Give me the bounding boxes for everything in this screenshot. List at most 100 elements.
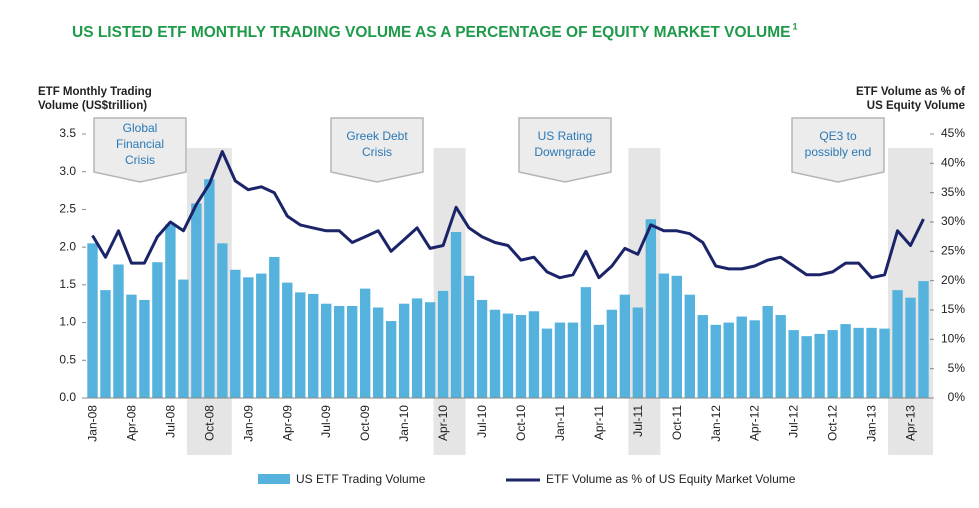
- x-tick-label: Jul-09: [319, 405, 333, 438]
- bar: [853, 327, 864, 398]
- bar: [295, 292, 306, 398]
- bar: [372, 307, 384, 398]
- bar: [892, 290, 903, 398]
- callout-box: [330, 117, 424, 183]
- y-tick-label: 1.5: [59, 277, 76, 291]
- bar: [749, 320, 760, 398]
- bar: [204, 179, 215, 398]
- x-tick-label: Oct-09: [358, 405, 372, 441]
- x-tick-label: Jan-11: [553, 405, 567, 441]
- x-tick-label: Oct-08: [202, 405, 216, 441]
- x-tick-label: Apr-12: [748, 405, 762, 441]
- callout-text: Downgrade: [534, 145, 596, 159]
- bar: [619, 294, 631, 398]
- y-tick-label: 0.5: [59, 352, 76, 366]
- y2-tick-label: 45%: [941, 126, 965, 140]
- y2-tick-label: 35%: [941, 185, 965, 199]
- x-tick-label: Jan-10: [397, 405, 411, 442]
- bar: [217, 243, 228, 398]
- bar: [502, 313, 514, 398]
- bar: [606, 309, 618, 398]
- x-tick-label: Apr-09: [280, 405, 294, 441]
- bar: [398, 303, 410, 398]
- y-tick-label: 2.0: [59, 239, 76, 253]
- x-tick-label: Jan-13: [865, 405, 879, 442]
- callout-box: [93, 117, 187, 183]
- bar: [230, 269, 241, 398]
- title-note: 1: [793, 21, 798, 31]
- callout-text: US Rating: [538, 129, 593, 143]
- legend-label: US ETF Trading Volume: [296, 472, 426, 486]
- bar: [567, 322, 579, 398]
- bar: [840, 324, 851, 398]
- bar: [632, 307, 644, 398]
- callout-text: QE3 to: [819, 129, 857, 143]
- bar: [165, 224, 176, 398]
- x-tick-label: Jul-12: [787, 405, 801, 438]
- bar: [801, 336, 812, 398]
- bar: [658, 273, 670, 398]
- bar: [476, 299, 488, 398]
- y2-tick-label: 40%: [941, 156, 965, 170]
- x-tick-label: Apr-13: [904, 405, 918, 441]
- bar: [269, 256, 280, 398]
- y2-tick-label: 15%: [941, 302, 965, 316]
- y-axis-label: ETF Monthly Trading: [38, 86, 152, 98]
- bar: [346, 305, 358, 398]
- bar: [411, 298, 423, 398]
- callout-text: Crisis: [125, 153, 155, 167]
- bar: [437, 290, 449, 398]
- bar: [593, 324, 605, 398]
- bar: [334, 305, 345, 398]
- x-tick-label: Apr-11: [592, 405, 606, 440]
- bar: [671, 275, 682, 398]
- callout-text: Greek Debt: [346, 129, 408, 143]
- x-tick-label: Apr-10: [436, 405, 450, 441]
- y2-axis-label: US Equity Volume: [867, 100, 965, 112]
- callout-text: Global: [123, 121, 158, 135]
- y2-tick-label: 10%: [941, 332, 965, 346]
- bar: [424, 302, 436, 398]
- y2-tick-label: 25%: [941, 244, 965, 258]
- bar: [827, 330, 838, 398]
- y-tick-label: 2.5: [59, 202, 76, 216]
- bar: [178, 279, 189, 398]
- x-tick-label: Apr-08: [124, 405, 138, 441]
- bar: [866, 327, 877, 398]
- bar: [554, 322, 566, 398]
- chart-title: US LISTED ETF MONTHLY TRADING VOLUME AS …: [72, 24, 791, 41]
- x-tick-label: Jul-10: [475, 405, 489, 438]
- bar: [515, 315, 527, 398]
- x-tick-label: Oct-10: [514, 405, 528, 441]
- bar: [463, 275, 475, 398]
- callout-box: [518, 117, 612, 183]
- bar: [762, 305, 773, 398]
- callout-text: Crisis: [362, 145, 392, 159]
- bar: [918, 281, 929, 398]
- bar: [450, 232, 462, 398]
- bar: [359, 288, 371, 398]
- bar: [113, 264, 124, 398]
- x-tick-label: Jan-08: [85, 405, 99, 442]
- bar: [710, 324, 721, 398]
- callout-box: [791, 117, 885, 183]
- bar: [788, 330, 799, 398]
- y2-axis-label: ETF Volume as % of: [856, 86, 965, 98]
- bar: [489, 309, 501, 398]
- x-tick-label: Jul-08: [163, 405, 177, 438]
- x-tick-label: Jul-11: [631, 405, 645, 437]
- bar: [126, 294, 137, 398]
- legend-label: ETF Volume as % of US Equity Market Volu…: [546, 472, 796, 486]
- x-tick-label: Jan-12: [709, 405, 723, 442]
- bar: [87, 243, 98, 398]
- callout-text: Financial: [116, 137, 164, 151]
- bar: [684, 294, 695, 398]
- y2-tick-label: 5%: [948, 361, 966, 375]
- x-tick-label: Jan-09: [241, 405, 255, 442]
- bar: [697, 315, 708, 398]
- bar: [385, 321, 397, 398]
- bar: [723, 322, 734, 398]
- bar: [139, 299, 150, 398]
- bar: [905, 297, 916, 398]
